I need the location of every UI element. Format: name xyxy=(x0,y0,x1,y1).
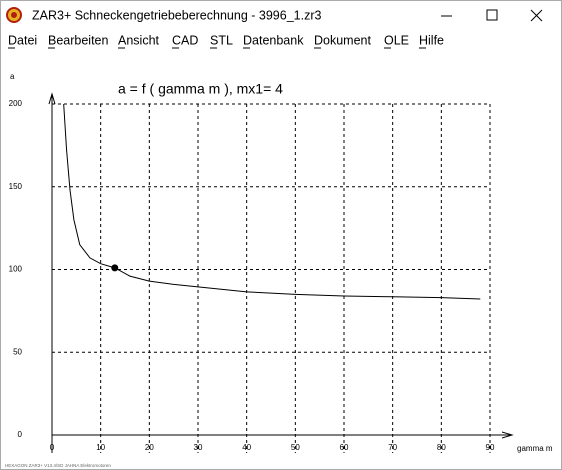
line xyxy=(63,103,481,300)
y-tick-label: 200 xyxy=(9,99,23,108)
y-tick-label: 150 xyxy=(9,182,23,191)
menu-item[interactable]: Hilfe xyxy=(419,33,444,47)
window-title: ZAR3+ Schneckengetriebeberechnung - 3996… xyxy=(32,8,321,22)
menu-item[interactable]: Bearbeiten xyxy=(48,33,109,47)
menu-item[interactable]: Ansicht xyxy=(118,33,160,47)
app-icon xyxy=(6,7,22,23)
menu-item[interactable]: Dokument xyxy=(314,33,371,47)
x-axis xyxy=(52,431,514,439)
y-tick-label: 0 xyxy=(18,430,23,439)
menu-item[interactable]: CAD xyxy=(172,33,198,47)
status-text: HEXAGON ZAR3+ V13.4/SD JAHNA Elektromoto… xyxy=(5,463,111,468)
x-axis-label: gamma m xyxy=(517,444,553,453)
y-tick-label: 100 xyxy=(9,265,23,274)
maximize-button[interactable] xyxy=(486,9,498,21)
chart-title: a = f ( gamma m ), mx1= 4 xyxy=(118,81,283,97)
menu-item[interactable]: STL xyxy=(210,33,233,47)
menu-item[interactable]: Datei xyxy=(8,33,37,47)
y-tick-label: 50 xyxy=(13,347,22,356)
close-button[interactable] xyxy=(530,9,543,22)
chart: a = f ( gamma m ), mx1= 4 a gamma m 0 50 100 1… xyxy=(9,72,553,453)
menu-item[interactable]: Datenbank xyxy=(243,33,304,47)
menu-item[interactable]: OLE xyxy=(384,33,409,47)
y-axis xyxy=(48,92,56,453)
menu-bar: Datei Bearbeiten Ansicht CAD STL Datenbank Dok… xyxy=(8,33,444,49)
marker-point xyxy=(111,264,119,272)
y-axis-label: a xyxy=(10,72,15,81)
